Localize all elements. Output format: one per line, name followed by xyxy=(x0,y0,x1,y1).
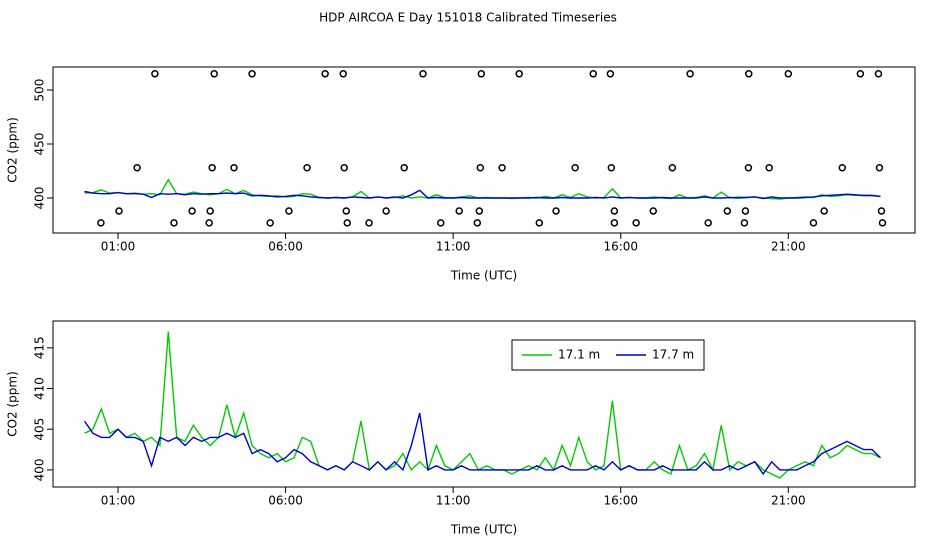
x-tick-label: 06:00 xyxy=(268,240,303,254)
x-tick-label: 01:00 xyxy=(101,494,136,508)
x-tick-label: 21:00 xyxy=(771,494,806,508)
flag-point xyxy=(303,164,311,172)
flag-point xyxy=(784,70,793,78)
x-tick-label: 01:00 xyxy=(101,240,136,254)
flag-point xyxy=(206,207,214,215)
flag-point xyxy=(476,164,485,172)
flag-point xyxy=(571,164,579,172)
flag-point xyxy=(230,164,238,172)
flag-point xyxy=(744,164,753,172)
legend-label: 17.7 m xyxy=(652,348,694,362)
y-tick-label: 400 xyxy=(33,187,47,210)
flag-point xyxy=(606,70,615,78)
flag-point xyxy=(610,219,619,227)
flag-point xyxy=(340,164,348,172)
flag-point xyxy=(343,219,352,227)
y-tick-label: 500 xyxy=(33,79,47,102)
flag-point xyxy=(210,70,218,78)
flag-point xyxy=(878,219,887,227)
flag-point xyxy=(610,207,619,215)
flag-point xyxy=(723,207,732,215)
flag-point xyxy=(515,70,523,78)
y-tick-label: 405 xyxy=(33,418,47,441)
series-line xyxy=(84,189,881,200)
flag-point xyxy=(740,219,749,227)
x-tick-label: 11:00 xyxy=(436,240,471,254)
x-tick-label: 16:00 xyxy=(603,240,638,254)
flag-point xyxy=(97,219,105,227)
flag-point xyxy=(589,70,598,78)
flag-point xyxy=(188,207,196,215)
x-axis-label: Time (UTC) xyxy=(450,269,517,283)
flag-point xyxy=(838,164,847,172)
flag-point xyxy=(339,70,347,78)
flag-point xyxy=(745,70,753,78)
flag-point xyxy=(820,207,828,215)
flag-point xyxy=(668,164,677,172)
flag-point xyxy=(419,70,427,78)
flag-point xyxy=(741,207,750,215)
legend-label: 17.1 m xyxy=(558,348,600,362)
y-tick-label: 415 xyxy=(33,336,47,359)
x-tick-label: 11:00 xyxy=(436,494,471,508)
flag-point xyxy=(765,164,773,172)
plot-frame xyxy=(52,320,916,488)
flag-point xyxy=(477,70,486,78)
flag-point xyxy=(133,164,141,172)
x-tick-label: 16:00 xyxy=(603,494,638,508)
flag-point xyxy=(455,207,463,215)
flag-point xyxy=(875,164,884,172)
y-axis-label: CO2 (ppm) xyxy=(6,117,20,183)
flag-point xyxy=(437,219,445,227)
flag-point xyxy=(321,70,329,78)
y-tick-label: 410 xyxy=(33,377,47,400)
plot-frame xyxy=(52,66,916,234)
flag-point xyxy=(365,219,373,227)
flag-point xyxy=(151,70,159,78)
chart-title: HDP AIRCOA E Day 151018 Calibrated Times… xyxy=(319,11,617,25)
flag-point xyxy=(473,219,482,227)
flag-point xyxy=(686,70,694,78)
flag-point xyxy=(170,219,178,227)
flag-point xyxy=(266,219,274,227)
x-axis-label: Time (UTC) xyxy=(450,523,517,537)
flag-point xyxy=(400,164,408,172)
flag-point xyxy=(632,219,640,227)
flag-point xyxy=(607,164,616,172)
flag-point xyxy=(877,207,886,215)
y-axis-label: CO2 (ppm) xyxy=(6,371,20,437)
y-tick-label: 400 xyxy=(33,458,47,481)
flag-point xyxy=(285,207,293,215)
flag-point xyxy=(342,207,351,215)
flag-point xyxy=(208,164,216,172)
flag-point xyxy=(874,70,883,78)
flag-point xyxy=(475,207,484,215)
x-tick-label: 21:00 xyxy=(771,240,806,254)
flag-point xyxy=(809,219,818,227)
flag-point xyxy=(382,207,390,215)
flag-point xyxy=(115,207,123,215)
flag-point xyxy=(552,207,560,215)
series-line xyxy=(83,412,881,476)
flag-point xyxy=(704,219,712,227)
y-tick-label: 450 xyxy=(33,133,47,156)
flag-point xyxy=(248,70,256,78)
x-tick-label: 06:00 xyxy=(268,494,303,508)
flag-point xyxy=(535,219,544,227)
flag-point xyxy=(856,70,865,78)
flag-point xyxy=(205,219,213,227)
flag-point xyxy=(649,207,657,215)
flag-point xyxy=(498,164,506,172)
